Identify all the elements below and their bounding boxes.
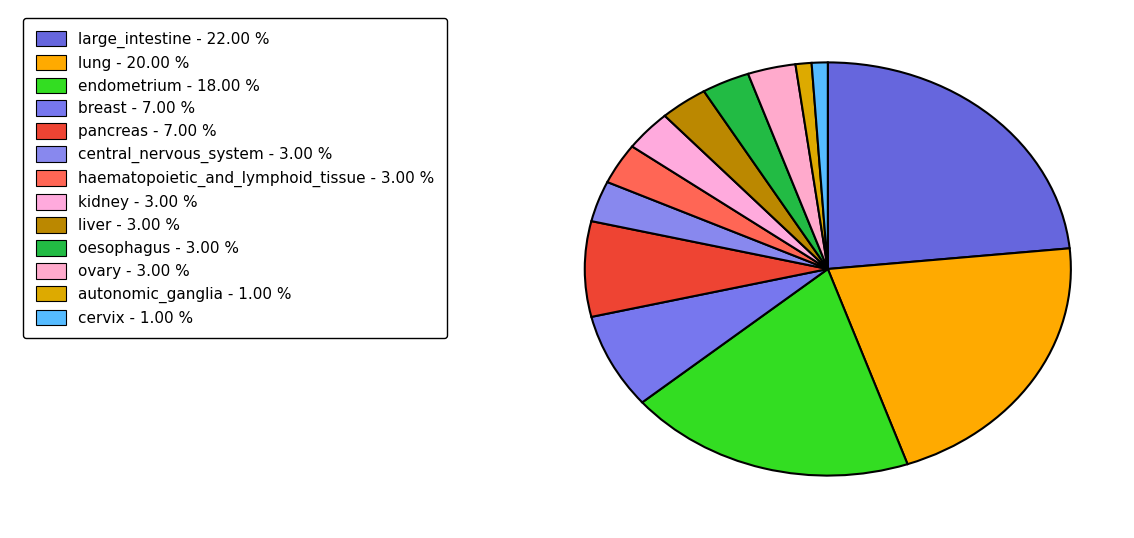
Wedge shape xyxy=(592,269,828,402)
Wedge shape xyxy=(748,64,828,269)
Wedge shape xyxy=(608,146,828,269)
Wedge shape xyxy=(704,74,828,269)
Wedge shape xyxy=(665,91,828,269)
Wedge shape xyxy=(812,62,828,269)
Wedge shape xyxy=(828,62,1069,269)
Wedge shape xyxy=(632,116,828,269)
Wedge shape xyxy=(642,269,907,476)
Wedge shape xyxy=(585,221,828,317)
Wedge shape xyxy=(592,182,828,269)
Wedge shape xyxy=(828,249,1070,464)
Legend: large_intestine - 22.00 %, lung - 20.00 %, endometrium - 18.00 %, breast - 7.00 : large_intestine - 22.00 %, lung - 20.00 … xyxy=(24,18,447,338)
Wedge shape xyxy=(795,63,828,269)
